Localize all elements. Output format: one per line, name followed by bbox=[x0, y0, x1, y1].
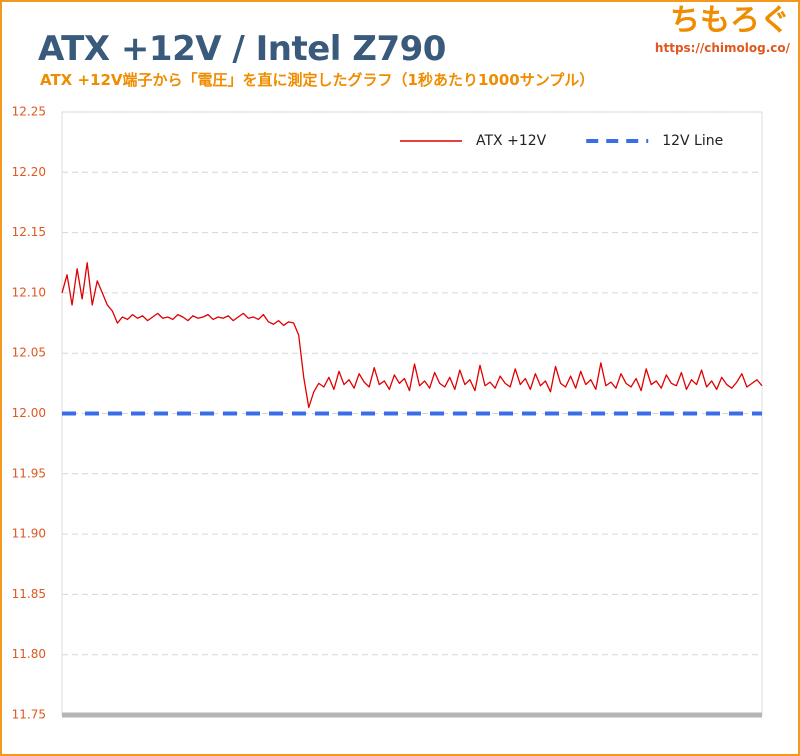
grid: 11.75 11.80 11.85 11.90 11.95 12.00 12.05 12.10… bbox=[12, 105, 762, 722]
data-line bbox=[61, 262, 763, 409]
y-tick-label: 11.95 bbox=[12, 466, 46, 480]
logo: ちもろぐ bbox=[670, 3, 790, 38]
chart-subtitle: ATX +12V端子から「電圧」を直に測定したグラフ（1秒あたり1000サンプル… bbox=[40, 71, 594, 89]
url: https://chimolog.co/ bbox=[655, 41, 791, 55]
chart-title: ATX +12V / Intel Z790 bbox=[38, 29, 446, 69]
legend-label: 12V Line bbox=[662, 133, 723, 149]
y-tick-label: 12.15 bbox=[12, 225, 46, 239]
y-tick-label: 12.00 bbox=[12, 406, 46, 420]
y-tick-label: 11.90 bbox=[12, 527, 46, 541]
legend: ATX +12V 12V Line bbox=[400, 133, 723, 149]
y-tick-label: 12.25 bbox=[12, 105, 46, 119]
y-tick-label: 12.20 bbox=[12, 165, 46, 179]
y-tick-label: 11.85 bbox=[12, 587, 46, 601]
legend-label: ATX +12V bbox=[476, 133, 547, 149]
y-tick-label: 12.10 bbox=[12, 285, 46, 299]
y-tick-label: 11.75 bbox=[12, 708, 46, 722]
y-tick-label: 11.80 bbox=[12, 647, 46, 661]
y-tick-label: 12.05 bbox=[12, 346, 46, 360]
marks bbox=[61, 262, 763, 416]
